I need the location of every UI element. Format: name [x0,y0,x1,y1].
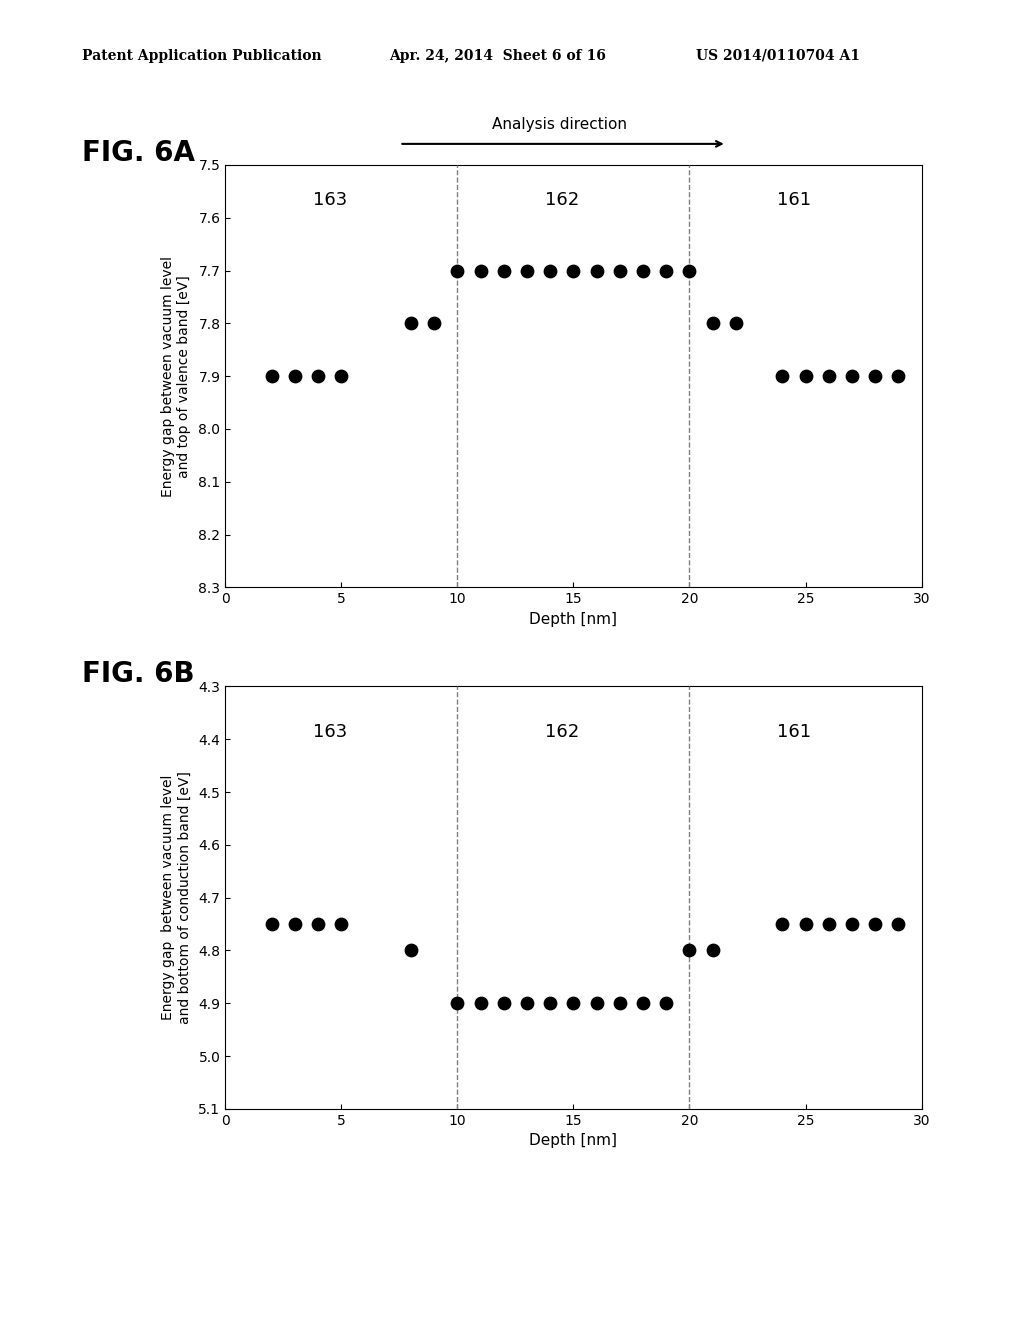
Point [426,313,442,334]
Text: US 2014/0110704 A1: US 2014/0110704 A1 [696,49,860,63]
Point [450,260,466,281]
Point [589,993,605,1014]
Point [496,993,512,1014]
Point [287,913,303,935]
Point [472,260,488,281]
Point [450,993,466,1014]
Point [263,366,280,387]
Point [310,913,327,935]
Text: 162: 162 [545,191,579,210]
Point [681,940,697,961]
Point [890,366,906,387]
Y-axis label: Energy gap between vacuum level
and top of valence band [eV]: Energy gap between vacuum level and top … [161,256,191,496]
Point [798,913,814,935]
Point [333,366,349,387]
X-axis label: Depth [nm]: Depth [nm] [529,1133,617,1148]
Text: Patent Application Publication: Patent Application Publication [82,49,322,63]
Text: Analysis direction: Analysis direction [492,117,627,132]
Point [496,260,512,281]
Text: 163: 163 [312,723,347,742]
Text: 163: 163 [312,191,347,210]
Point [542,993,558,1014]
Text: 161: 161 [777,191,811,210]
Point [635,260,651,281]
Point [565,993,582,1014]
Point [820,366,837,387]
Point [402,940,419,961]
Point [519,260,536,281]
Point [333,913,349,935]
Point [844,913,860,935]
Point [565,260,582,281]
Point [658,260,675,281]
Point [472,993,488,1014]
Point [774,366,791,387]
Point [402,313,419,334]
Point [867,913,884,935]
Point [774,913,791,935]
Text: FIG. 6B: FIG. 6B [82,660,195,688]
Point [611,993,628,1014]
Point [589,260,605,281]
Point [310,366,327,387]
Text: Apr. 24, 2014  Sheet 6 of 16: Apr. 24, 2014 Sheet 6 of 16 [389,49,606,63]
Point [820,913,837,935]
Text: FIG. 6A: FIG. 6A [82,139,195,166]
Point [728,313,744,334]
Text: 161: 161 [777,723,811,742]
Point [681,260,697,281]
Text: 162: 162 [545,723,579,742]
Point [542,260,558,281]
Point [705,940,721,961]
Point [705,313,721,334]
Point [635,993,651,1014]
Point [890,913,906,935]
Point [611,260,628,281]
Point [287,366,303,387]
Point [658,993,675,1014]
Point [519,993,536,1014]
Y-axis label: Energy gap  between vacuum level
and bottom of conduction band [eV]: Energy gap between vacuum level and bott… [161,771,191,1024]
Point [263,913,280,935]
Point [844,366,860,387]
Point [798,366,814,387]
Point [867,366,884,387]
X-axis label: Depth [nm]: Depth [nm] [529,611,617,627]
